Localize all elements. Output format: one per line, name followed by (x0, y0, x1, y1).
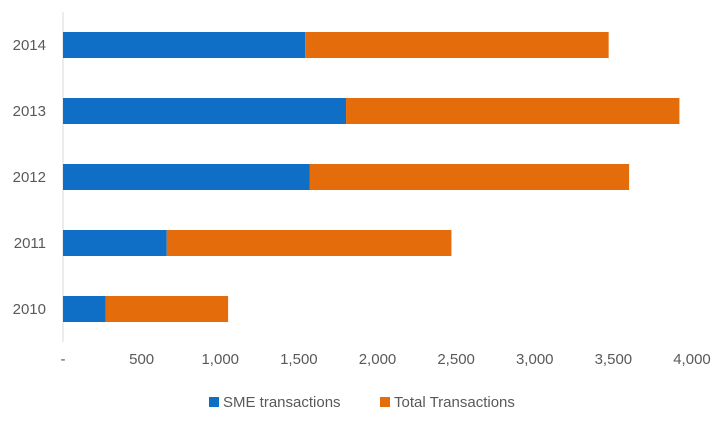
bar-2010-series-1 (105, 296, 229, 322)
legend-swatch-0 (209, 397, 219, 407)
x-tick-label: 3,500 (595, 351, 633, 368)
bar-2012-series-1 (309, 164, 630, 190)
category-labels: 2014 2013 2012 2011 2010 (13, 37, 46, 318)
x-tick-label: 4,000 (673, 351, 711, 368)
x-tick-labels: - 500 1,000 1,500 2,000 2,500 3,000 3,500 4,000 (61, 351, 711, 368)
bar-2011-series-0 (63, 230, 167, 256)
bar-2010-series-0 (63, 296, 106, 322)
legend-swatch-1 (380, 397, 390, 407)
legend: SME transactions Total Transactions (209, 394, 515, 411)
x-tick-label: - (61, 351, 66, 368)
bars-group (63, 32, 680, 322)
bar-2014-series-1 (305, 32, 609, 58)
x-tick-label: 500 (129, 351, 154, 368)
bar-2013-series-0 (63, 98, 347, 124)
category-label-2013: 2013 (13, 103, 46, 120)
bar-2012-series-0 (63, 164, 310, 190)
category-label-2014: 2014 (13, 37, 46, 54)
bar-2011-series-1 (166, 230, 452, 256)
category-label-2012: 2012 (13, 169, 46, 186)
x-tick-label: 2,000 (359, 351, 397, 368)
x-tick-label: 1,000 (201, 351, 239, 368)
legend-label-0: SME transactions (223, 394, 341, 411)
x-tick-label: 1,500 (280, 351, 318, 368)
legend-label-1: Total Transactions (394, 394, 515, 411)
bar-2014-series-0 (63, 32, 306, 58)
bar-2013-series-1 (346, 98, 680, 124)
category-label-2010: 2010 (13, 301, 46, 318)
category-label-2011: 2011 (14, 235, 46, 252)
x-tick-label: 2,500 (437, 351, 475, 368)
x-tick-label: 3,000 (516, 351, 554, 368)
